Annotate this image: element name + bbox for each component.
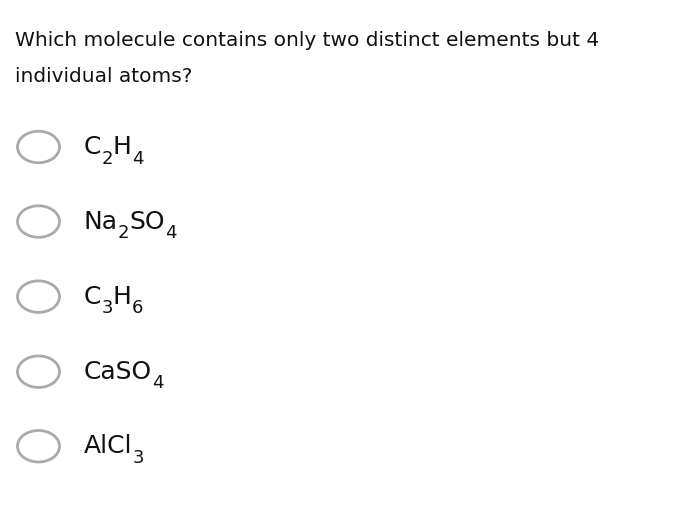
- Text: H: H: [113, 135, 132, 159]
- Text: 4: 4: [132, 150, 144, 167]
- Text: 4: 4: [152, 374, 164, 392]
- Text: C: C: [84, 285, 102, 309]
- Text: C: C: [84, 135, 102, 159]
- Text: 2: 2: [102, 150, 113, 167]
- Text: 4: 4: [165, 224, 176, 242]
- Text: H: H: [113, 285, 132, 309]
- Text: Which molecule contains only two distinct elements but 4: Which molecule contains only two distinc…: [15, 32, 600, 50]
- Text: CaSO: CaSO: [84, 360, 152, 384]
- Text: individual atoms?: individual atoms?: [15, 67, 192, 86]
- Text: Na: Na: [84, 209, 118, 234]
- Text: 2: 2: [118, 224, 130, 242]
- Text: AlCl: AlCl: [84, 434, 132, 458]
- Text: 6: 6: [132, 299, 143, 317]
- Text: 3: 3: [132, 449, 144, 467]
- Text: SO: SO: [130, 209, 165, 234]
- Text: 3: 3: [102, 299, 113, 317]
